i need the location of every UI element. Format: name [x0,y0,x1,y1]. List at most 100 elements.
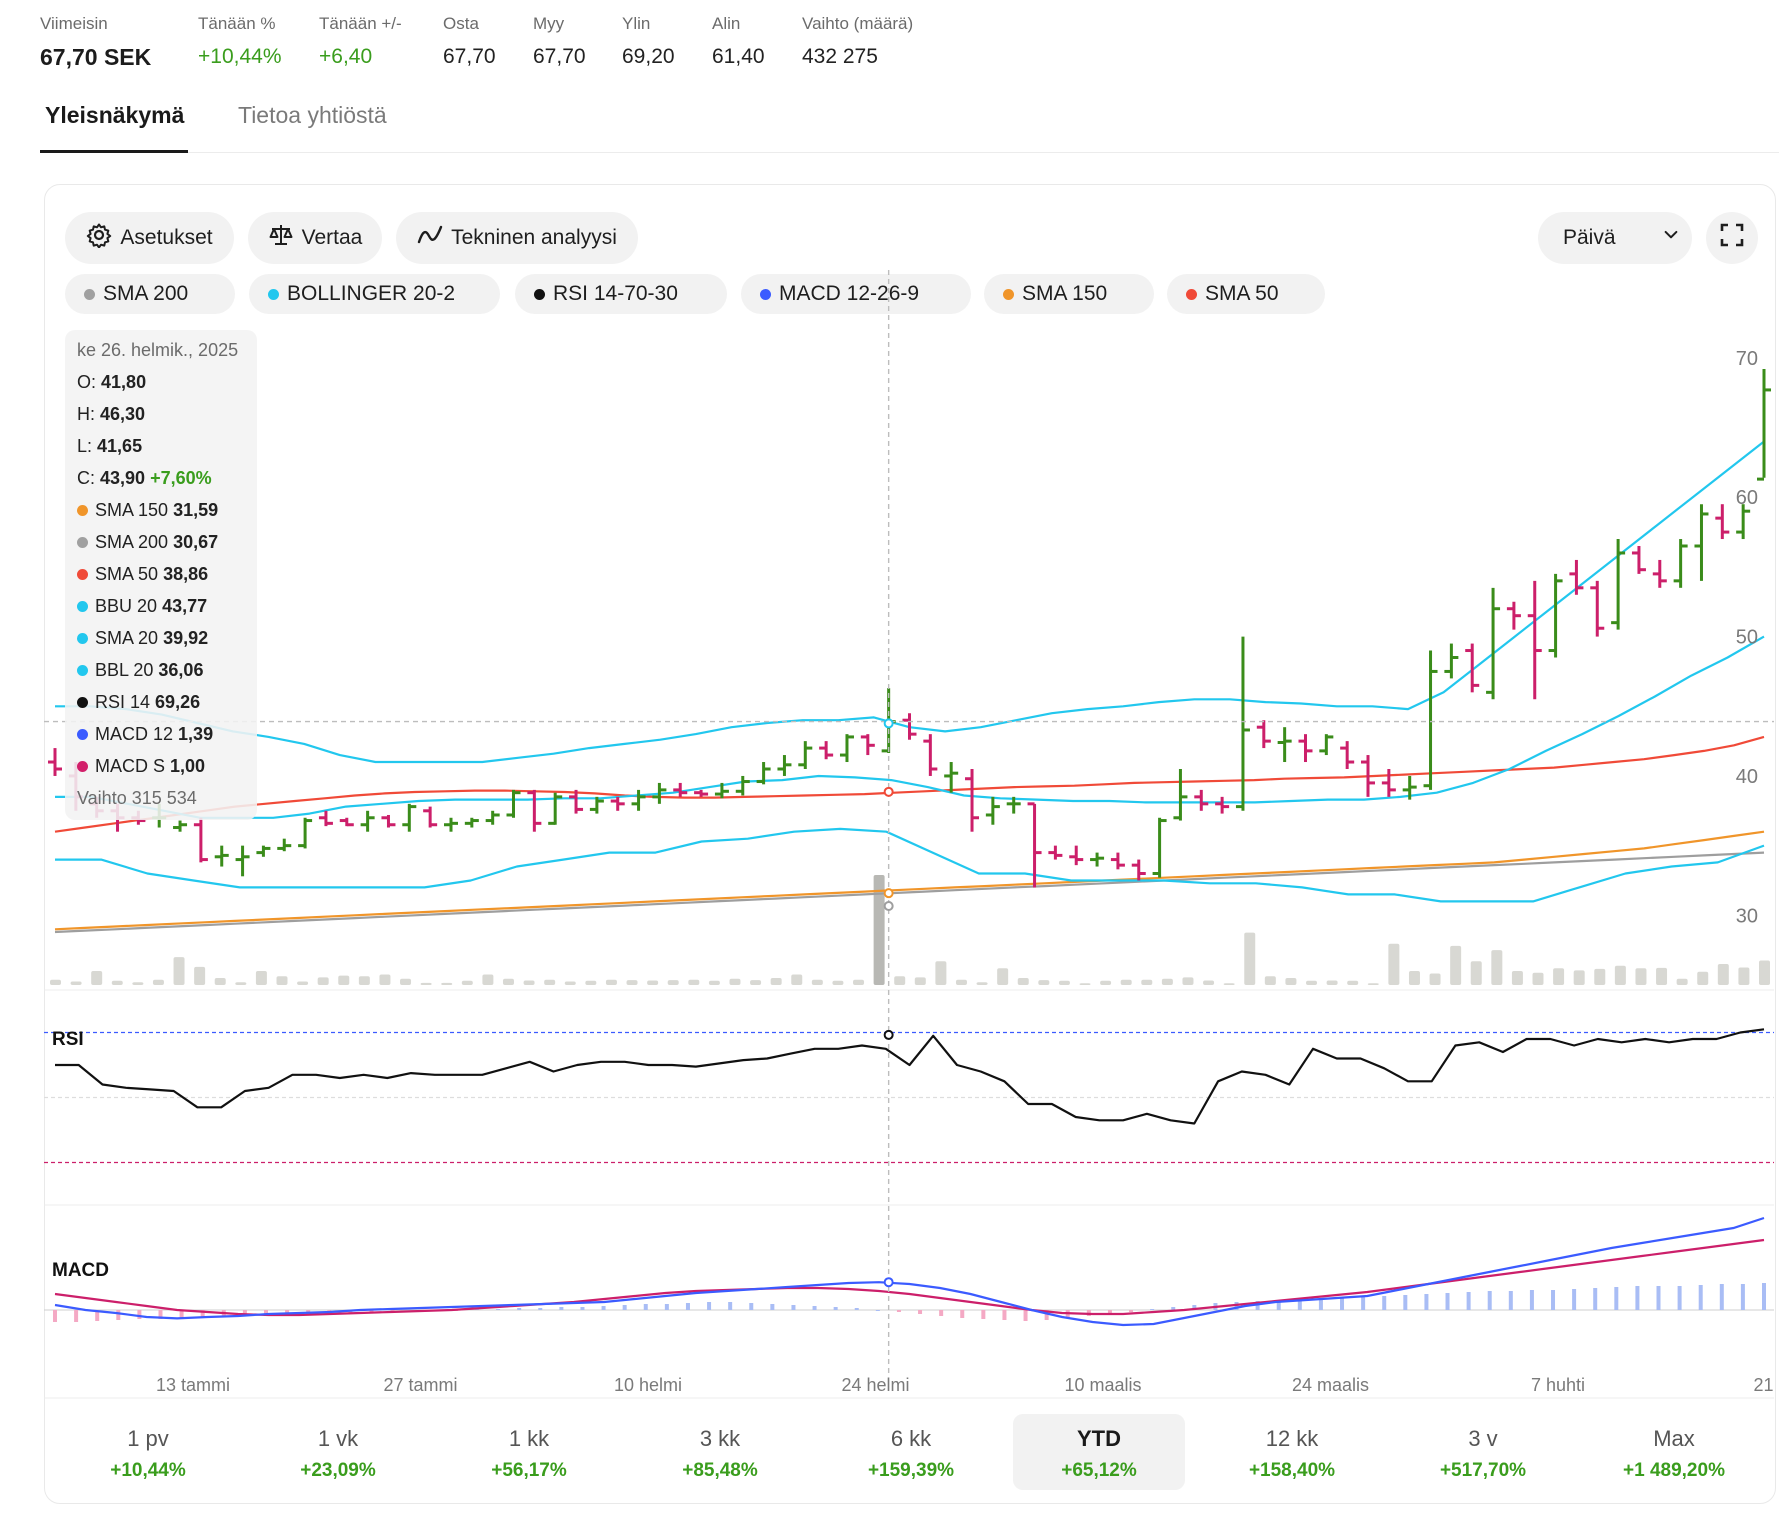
tooltip-value: 41,80 [101,372,147,392]
period-1w[interactable]: 1 vk +23,09% [252,1414,424,1490]
technical-analysis-button[interactable]: Tekninen analyysi [396,212,638,264]
indicator-chip-sma200[interactable]: SMA 200 [65,274,235,314]
macd-histogram-bar [1445,1293,1450,1310]
period-1d[interactable]: 1 pv +10,44% [62,1414,234,1490]
indicator-dot [77,761,88,772]
tab-company-info[interactable]: Tietoa yhtiöstä [238,102,387,128]
indicator-chip-macd[interactable]: MACD 12-26-9 [741,274,971,314]
indicator-label: BOLLINGER 20-2 [287,282,456,305]
sma200-line [54,851,1765,934]
ohlc-bar [214,845,229,867]
indicator-chip-bollinger[interactable]: BOLLINGER 20-2 [249,274,500,314]
indicator-chip-sma50[interactable]: SMA 50 [1167,274,1325,314]
volume-bar [873,875,885,985]
settings-button[interactable]: Asetukset [65,212,234,264]
ohlc-bar [318,810,333,827]
period-ytd[interactable]: YTD +65,12% [1013,1414,1185,1490]
tooltip-date: ke 26. helmik., 2025 [77,340,239,360]
ohlc-bar [277,838,292,852]
tooltip-key: RSI 14 [95,692,151,712]
tooltip-key: L: [77,436,93,456]
crosshair-tooltip: ke 26. helmik., 2025 O: 41,80 H: 46,30 L… [65,330,257,820]
macd-histogram-bar [1656,1286,1661,1310]
tooltip-key: BBU 20 [95,596,158,616]
period-3m[interactable]: 3 kk +85,48% [634,1414,806,1490]
period-label: 1 vk [317,1426,359,1451]
stat-label: Vaihto (määrä) [802,14,914,33]
ohlc-bar [569,789,584,814]
period-change: +158,40% [1248,1460,1336,1481]
macd-histogram-bar [728,1302,733,1310]
period-max[interactable]: Max +1 489,20% [1588,1414,1760,1490]
period-label: Max [1653,1426,1695,1451]
volume-bar [1203,980,1215,985]
volume-bar [1017,978,1029,985]
period-change: +23,09% [300,1460,376,1481]
ohlc-bar [1757,369,1771,481]
period-12m[interactable]: 12 kk +158,40% [1206,1414,1378,1490]
period-3y[interactable]: 3 v +517,70% [1397,1414,1569,1490]
macd-histogram-bar [664,1304,669,1310]
tooltip-volume: Vaihto 315 534 [77,788,197,809]
ohlc-bar [1590,580,1605,637]
macd-histogram-bar [179,1310,184,1318]
stat-label: Osta [443,14,479,33]
macd-histogram-bar [1466,1292,1471,1310]
indicator-dot [1186,288,1197,300]
interval-select[interactable]: Päivä [1538,212,1692,264]
volume-bar [1656,967,1668,985]
volume-bar [626,980,638,985]
indicator-dot [77,729,88,740]
tab-overview[interactable]: Yleisnäkymä [45,102,185,128]
stat-high: Ylin 69,20 [622,12,675,72]
ohlc-bar [402,803,417,832]
volume-bar [1594,968,1606,985]
period-6m[interactable]: 6 kk +159,39% [825,1414,997,1490]
indicator-dot [77,601,88,612]
volume-bar [1326,980,1338,985]
macd-histogram-bar [749,1303,754,1310]
x-tick-label: 10 helmi [614,1375,682,1395]
volume-bar [91,971,103,985]
volume-bar [1614,965,1626,985]
volume-bar [729,978,741,985]
indicator-chip-sma150[interactable]: SMA 150 [984,274,1154,314]
ohlc-bar [548,792,563,825]
ohlc-bar [1506,601,1521,630]
ohlc-bar [673,782,688,797]
stat-label: Tänään % [198,14,276,33]
x-tick-label: 27 tammi [383,1375,457,1395]
ohlc-bar [360,810,375,832]
trend-line-icon [417,222,443,254]
fullscreen-button[interactable] [1706,212,1758,264]
macd-histogram-bar [538,1308,543,1310]
ohlc-bar [1235,636,1250,811]
macd-histogram-bar [1572,1289,1577,1310]
macd-histogram-bar [580,1307,585,1310]
macd-histogram-bar [1340,1297,1345,1310]
macd-histogram-bar [1107,1310,1112,1314]
ohlc-bar [1194,789,1209,811]
macd-histogram-bar [896,1310,901,1312]
tooltip-value: 39,92 [163,628,209,648]
macd-histogram-bar [242,1310,247,1316]
macd-histogram-bar [601,1306,606,1310]
period-change: +1 489,20% [1623,1460,1725,1481]
gear-icon [86,222,112,254]
sma150-line [54,830,1765,931]
compare-button[interactable]: Vertaa [248,212,382,264]
volume-bar [235,982,247,985]
indicator-chip-rsi[interactable]: RSI 14-70-30 [515,274,727,314]
volume-bar [811,979,823,985]
period-1m[interactable]: 1 kk +56,17% [443,1414,615,1490]
macd-histogram-bar [643,1304,648,1310]
tooltip-key: Vaihto [77,788,127,808]
volume-bar [420,982,432,985]
macd-signal-line [54,1238,1765,1317]
macd-histogram-bar [833,1307,838,1310]
indicator-dot [268,288,279,300]
tooltip-value: 31,59 [173,500,219,520]
volume-bar [1244,932,1256,985]
stat-label: Alin [712,14,741,33]
